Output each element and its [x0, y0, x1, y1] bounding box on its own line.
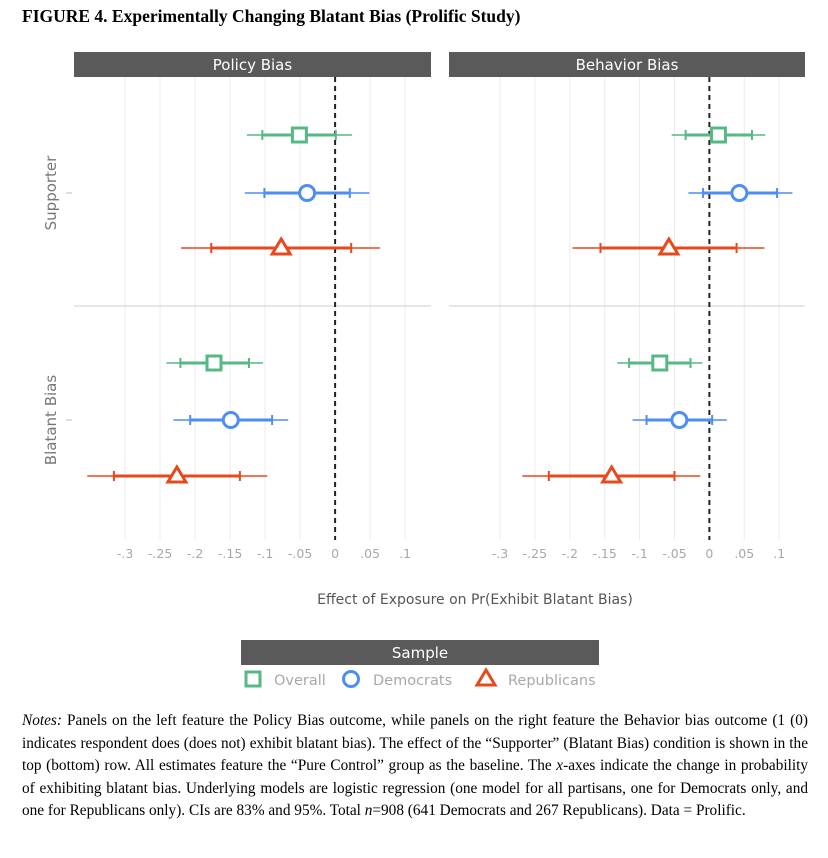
x-tick-label: -.1	[631, 546, 647, 561]
legend-label: Democrats	[373, 673, 452, 689]
legend-item-republicans: Republicans	[474, 667, 596, 689]
overall-point	[205, 354, 223, 372]
democrats-point	[730, 184, 749, 202]
overall-legend-icon	[244, 670, 262, 688]
panel-strip	[449, 52, 805, 77]
republicans-point	[269, 236, 293, 256]
estimate-democrats	[632, 411, 727, 429]
republicans-legend-icon	[474, 667, 498, 687]
republicans-point	[599, 464, 624, 484]
x-tick-label: -.15	[592, 546, 616, 561]
legend-item-overall: Overall	[244, 670, 326, 689]
x-tick-label: -.05	[288, 546, 312, 561]
x-tick-label: -.25	[148, 546, 172, 561]
estimate-republicans	[87, 464, 268, 484]
panel-title: Policy Bias	[213, 56, 293, 74]
estimate-republicans	[572, 236, 765, 256]
estimate-overall	[617, 354, 703, 372]
x-tick-label: .05	[734, 546, 754, 561]
legend: Sample Overall Democrats Republicans	[241, 640, 599, 689]
panel-title: Behavior Bias	[576, 56, 679, 74]
legend-item-democrats: Democrats	[342, 670, 452, 689]
estimate-overall	[671, 126, 766, 144]
notes-text: =908 (641 Democrats and 267 Republicans)…	[372, 802, 746, 820]
notes-label: Notes:	[22, 712, 62, 729]
x-tick-label: -.2	[562, 546, 578, 561]
x-axis-title: Effect of Exposure on Pr(Exhibit Blatant…	[317, 592, 633, 608]
estimate-republicans	[181, 236, 380, 256]
republicans-point	[657, 236, 681, 256]
legend-label: Overall	[274, 673, 326, 689]
x-tick-label: -.15	[218, 546, 242, 561]
x-tick-label: -.05	[662, 546, 686, 561]
democrats-point	[670, 411, 689, 429]
estimate-democrats	[173, 411, 289, 429]
democrats-legend-icon	[342, 670, 360, 688]
panel-policy-bias: Policy Bias -.3 -.25 -.2 -.15 -.1 -.05 0 .05 .1	[74, 52, 431, 561]
democrats-point	[221, 411, 240, 429]
figure-title: FIGURE 4. Experimentally Changing Blatan…	[22, 6, 521, 26]
x-tick-label: -.3	[492, 546, 508, 561]
republicans-point	[165, 464, 189, 484]
notes-text: -axes indicate the change in probability…	[22, 757, 808, 820]
row-label: Supporter	[42, 155, 60, 231]
x-tick-label: .1	[399, 546, 411, 561]
overall-point	[651, 354, 669, 372]
x-tick-label: -.1	[257, 546, 273, 561]
overall-point	[709, 126, 727, 144]
overall-point	[290, 126, 308, 144]
estimate-republicans	[522, 464, 701, 484]
notes-text: n	[364, 802, 373, 820]
panel-behavior-bias: Behavior Bias -.3 -.25 -.2 -.15 -.1 -.05 0 .05 .1	[449, 52, 805, 561]
x-tick-label: -.3	[117, 546, 133, 561]
x-tick-label: .1	[773, 546, 785, 561]
figure-notes: Notes: Panels on the left feature the Po…	[22, 710, 808, 823]
estimate-democrats	[244, 184, 370, 202]
notes-text: x	[556, 757, 564, 775]
legend-title-strip	[241, 640, 599, 665]
x-tick-label: -.2	[187, 546, 203, 561]
x-tick-label: 0	[331, 546, 339, 561]
democrats-point	[298, 184, 317, 202]
panel-strip	[74, 52, 431, 77]
x-tick-label: .05	[360, 546, 380, 561]
legend-label: Republicans	[508, 673, 596, 689]
estimate-overall	[166, 354, 263, 372]
notes-text: Panels on the left feature the Policy Bi…	[22, 712, 808, 775]
estimate-overall	[246, 126, 352, 144]
estimate-democrats	[688, 184, 793, 202]
legend-title: Sample	[392, 644, 448, 662]
x-tick-label: 0	[705, 546, 713, 561]
row-label: Blatant Bias	[42, 375, 60, 466]
x-tick-label: -.25	[523, 546, 547, 561]
